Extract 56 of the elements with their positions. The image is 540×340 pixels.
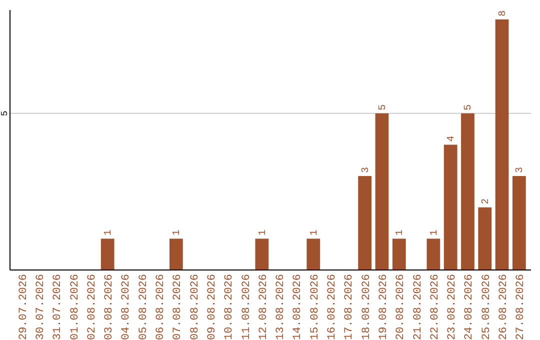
bar: [306, 238, 320, 270]
x-tick-label: 09.08.2026: [206, 274, 218, 340]
bar: [426, 238, 440, 270]
data-label: 1: [309, 230, 320, 236]
x-tick-label: 23.08.2026: [446, 274, 459, 340]
x-tick-label: 27.08.2026: [515, 274, 528, 340]
x-tick-label: 30.07.2026: [34, 274, 47, 340]
bar: [495, 19, 509, 270]
data-label: 1: [258, 230, 269, 236]
x-tick-label: 02.08.2026: [86, 274, 98, 340]
bar: [478, 207, 492, 270]
x-tick-label: 05.08.2026: [138, 274, 150, 340]
x-tick-label: 22.08.2026: [429, 274, 442, 340]
x-tick-label: 18.08.2026: [360, 274, 373, 340]
data-label: 1: [429, 230, 440, 236]
bar: [100, 238, 114, 270]
bar: [461, 113, 474, 270]
x-tick-label: 14.08.2026: [292, 274, 304, 340]
data-label: 5: [378, 104, 389, 110]
x-tick-label: 25.08.2026: [480, 274, 493, 340]
bar: [392, 238, 406, 270]
x-tick-label: 31.07.2026: [52, 274, 64, 340]
data-label: 3: [515, 167, 526, 174]
data-label: 4: [446, 136, 458, 142]
bar: [255, 238, 269, 270]
x-tick-label: 04.08.2026: [120, 274, 133, 340]
x-tick-label: 20.08.2026: [395, 274, 408, 340]
bar: [444, 144, 458, 270]
data-label: 3: [360, 167, 372, 174]
x-tick-label: 19.08.2026: [378, 274, 390, 340]
x-tick-label: 24.08.2026: [464, 274, 476, 340]
data-label: 1: [395, 230, 406, 236]
x-tick-label: 01.08.2026: [69, 274, 82, 340]
x-tick-label: 12.08.2026: [258, 274, 270, 340]
bar: [512, 176, 526, 270]
x-tick-label: 21.08.2026: [412, 274, 424, 340]
x-tick-label: 16.08.2026: [326, 274, 339, 340]
x-tick-label: 10.08.2026: [224, 274, 236, 340]
data-label: 1: [172, 230, 184, 236]
x-tick-label: 17.08.2026: [344, 274, 356, 340]
bar: [358, 176, 372, 270]
bar: [169, 238, 183, 270]
data-label: 2: [480, 198, 492, 204]
x-tick-label: 13.08.2026: [275, 274, 288, 340]
x-tick-label: 08.08.2026: [189, 274, 202, 340]
data-label: 5: [464, 104, 475, 110]
x-tick-label: 15.08.2026: [309, 274, 322, 340]
x-tick-label: 26.08.2026: [498, 274, 510, 340]
bar: [375, 113, 389, 270]
x-tick-label: 06.08.2026: [155, 274, 168, 340]
x-tick-label: 03.08.2026: [104, 274, 116, 340]
x-tick-label: 07.08.2026: [172, 274, 184, 340]
x-tick-label: 29.07.2026: [18, 274, 30, 340]
data-label: 8: [498, 10, 510, 16]
data-label: 1: [104, 230, 115, 236]
x-tick-label: 11.08.2026: [240, 274, 253, 340]
